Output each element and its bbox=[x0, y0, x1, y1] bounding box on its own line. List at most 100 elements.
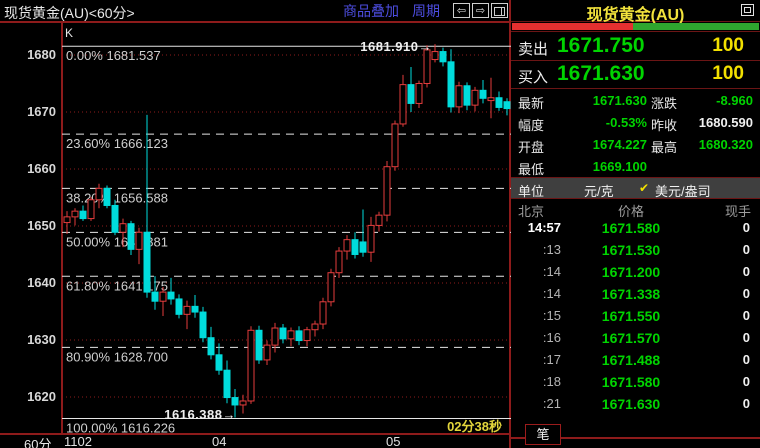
stat-row: 幅度 -0.53% 昨收 1680.590 bbox=[511, 111, 760, 133]
candle-body bbox=[151, 291, 159, 302]
candle-body bbox=[447, 61, 455, 108]
candle-body bbox=[207, 337, 215, 356]
fib-label: 0.00% 1681.537 bbox=[66, 48, 161, 63]
candle-body bbox=[319, 301, 327, 325]
candle-body bbox=[71, 210, 79, 218]
candle-body bbox=[183, 305, 191, 315]
candle-body bbox=[199, 311, 207, 339]
unit-row: 单位 元/克 ✔ 美元/盎司 bbox=[511, 177, 760, 199]
candle-body bbox=[95, 187, 103, 201]
split-view-button[interactable] bbox=[491, 3, 508, 18]
stat-row: 最新 1671.630 涨跌 -8.960 bbox=[511, 89, 760, 111]
interval-label: 60分 bbox=[24, 437, 52, 448]
y-axis-label: 1640 bbox=[27, 274, 56, 290]
tick-time: 14:57 bbox=[527, 220, 561, 235]
header-volume: 现手 bbox=[724, 204, 751, 219]
candle-body bbox=[359, 241, 367, 253]
arrow-right-icon: → bbox=[418, 39, 432, 54]
candle-body bbox=[343, 239, 351, 252]
candle-body bbox=[503, 101, 511, 110]
pan-right-button[interactable]: ⇨ bbox=[472, 3, 489, 18]
stats-grid: 最新 1671.630 涨跌 -8.960 幅度 -0.53% 昨收 1680.590 开盘 16… bbox=[511, 89, 760, 177]
stat-label: 最低 bbox=[518, 162, 545, 177]
tick-price: 1671.580 bbox=[601, 374, 661, 390]
tick-price: 1671.530 bbox=[601, 242, 661, 258]
y-axis-label: 1660 bbox=[27, 160, 56, 176]
fib-label: 100.00% 1616.226 bbox=[66, 420, 175, 433]
candle-body bbox=[215, 354, 223, 371]
fib-label: 38.20% 1656.588 bbox=[66, 190, 168, 205]
unit-option-usd-ounce[interactable]: 美元/盎司 bbox=[655, 184, 711, 199]
x-axis-label: 05 bbox=[386, 434, 401, 448]
y-axis-label: 1680 bbox=[27, 46, 56, 62]
candle-body bbox=[79, 210, 87, 220]
tick-table-header: 北京 价格 现手 bbox=[511, 199, 760, 219]
tick-volume: 0 bbox=[742, 396, 750, 411]
quote-header: 现货黄金(AU) bbox=[511, 0, 760, 24]
stat-value: 1674.227 bbox=[592, 137, 647, 152]
tick-price: 1671.488 bbox=[601, 352, 661, 368]
tab-tick[interactable]: 笔 bbox=[525, 424, 561, 445]
candle-body bbox=[87, 199, 95, 220]
panel-divider bbox=[509, 0, 511, 448]
buy-label: 买入 bbox=[518, 69, 549, 86]
tick-volume: 0 bbox=[742, 264, 750, 279]
period-link[interactable]: 周期 bbox=[412, 2, 440, 19]
tick-time: :15 bbox=[542, 308, 561, 323]
chart-title: 现货黄金(AU)<60分> bbox=[4, 5, 135, 21]
pan-left-button[interactable]: ⇦ bbox=[453, 3, 470, 18]
buy-row: 买入 1671.630 100 bbox=[511, 60, 760, 89]
tick-time: :17 bbox=[542, 352, 561, 367]
candle-body bbox=[399, 84, 407, 125]
candle-body bbox=[415, 82, 423, 104]
tick-time: :16 bbox=[542, 330, 561, 345]
buy-strength-segment bbox=[633, 23, 759, 30]
candle-body bbox=[407, 84, 415, 104]
x-axis-label: 1102 bbox=[64, 434, 92, 448]
restore-window-icon[interactable] bbox=[741, 4, 754, 16]
candle-body bbox=[167, 291, 175, 300]
candle-body bbox=[191, 305, 199, 313]
tick-row: :16 1671.570 0 bbox=[511, 327, 760, 349]
buy-qty: 100 bbox=[712, 63, 744, 84]
stat-value: 1671.630 bbox=[592, 93, 647, 108]
candle-body bbox=[335, 250, 343, 274]
candle-body bbox=[119, 223, 127, 233]
bar-countdown: 02分38秒 bbox=[447, 419, 502, 434]
high-annotation-value: 1681.910 bbox=[360, 39, 419, 54]
candle-body bbox=[135, 231, 143, 250]
candle-body bbox=[279, 327, 287, 340]
stat-label: 最高 bbox=[651, 140, 678, 155]
stat-label: 昨收 bbox=[651, 118, 678, 133]
candle-body bbox=[351, 239, 359, 255]
sell-strength-segment bbox=[512, 23, 634, 30]
candle-body bbox=[63, 216, 71, 224]
y-axis-line bbox=[61, 23, 63, 434]
tick-volume: 0 bbox=[742, 286, 750, 301]
candle-body bbox=[327, 272, 335, 303]
overlay-link[interactable]: 商品叠加 bbox=[343, 2, 399, 19]
fib-label: 50.00% 1648.881 bbox=[66, 234, 168, 249]
candle-body bbox=[231, 397, 239, 406]
candle-body bbox=[463, 85, 471, 106]
candle-body bbox=[271, 327, 279, 346]
tick-volume: 0 bbox=[742, 330, 750, 345]
candle-body bbox=[495, 97, 503, 108]
unit-option-yuan-gram[interactable]: 元/克 bbox=[584, 184, 614, 199]
candle-body bbox=[255, 329, 263, 361]
sell-row: 卖出 1671.750 100 bbox=[511, 31, 760, 61]
stat-value: 1680.320 bbox=[698, 137, 753, 152]
candle-body bbox=[479, 89, 487, 99]
tick-price: 1671.580 bbox=[601, 220, 661, 236]
title-bar-actions: 商品叠加 周期 ⇦ ⇨ bbox=[343, 0, 508, 21]
candlestick-chart[interactable]: 0.00% 1681.537 23.60% 1666.123 38.20% 1656… bbox=[62, 25, 511, 433]
stat-label: 开盘 bbox=[518, 140, 545, 155]
candle-body bbox=[287, 330, 295, 340]
tick-price: 1671.200 bbox=[601, 264, 661, 280]
candle-body bbox=[383, 166, 391, 216]
tick-volume: 0 bbox=[742, 308, 750, 323]
candle-body bbox=[263, 344, 271, 361]
tick-row: 14:57 1671.580 0 bbox=[511, 217, 760, 239]
tick-time: :21 bbox=[542, 396, 561, 411]
candle-body bbox=[303, 329, 311, 342]
